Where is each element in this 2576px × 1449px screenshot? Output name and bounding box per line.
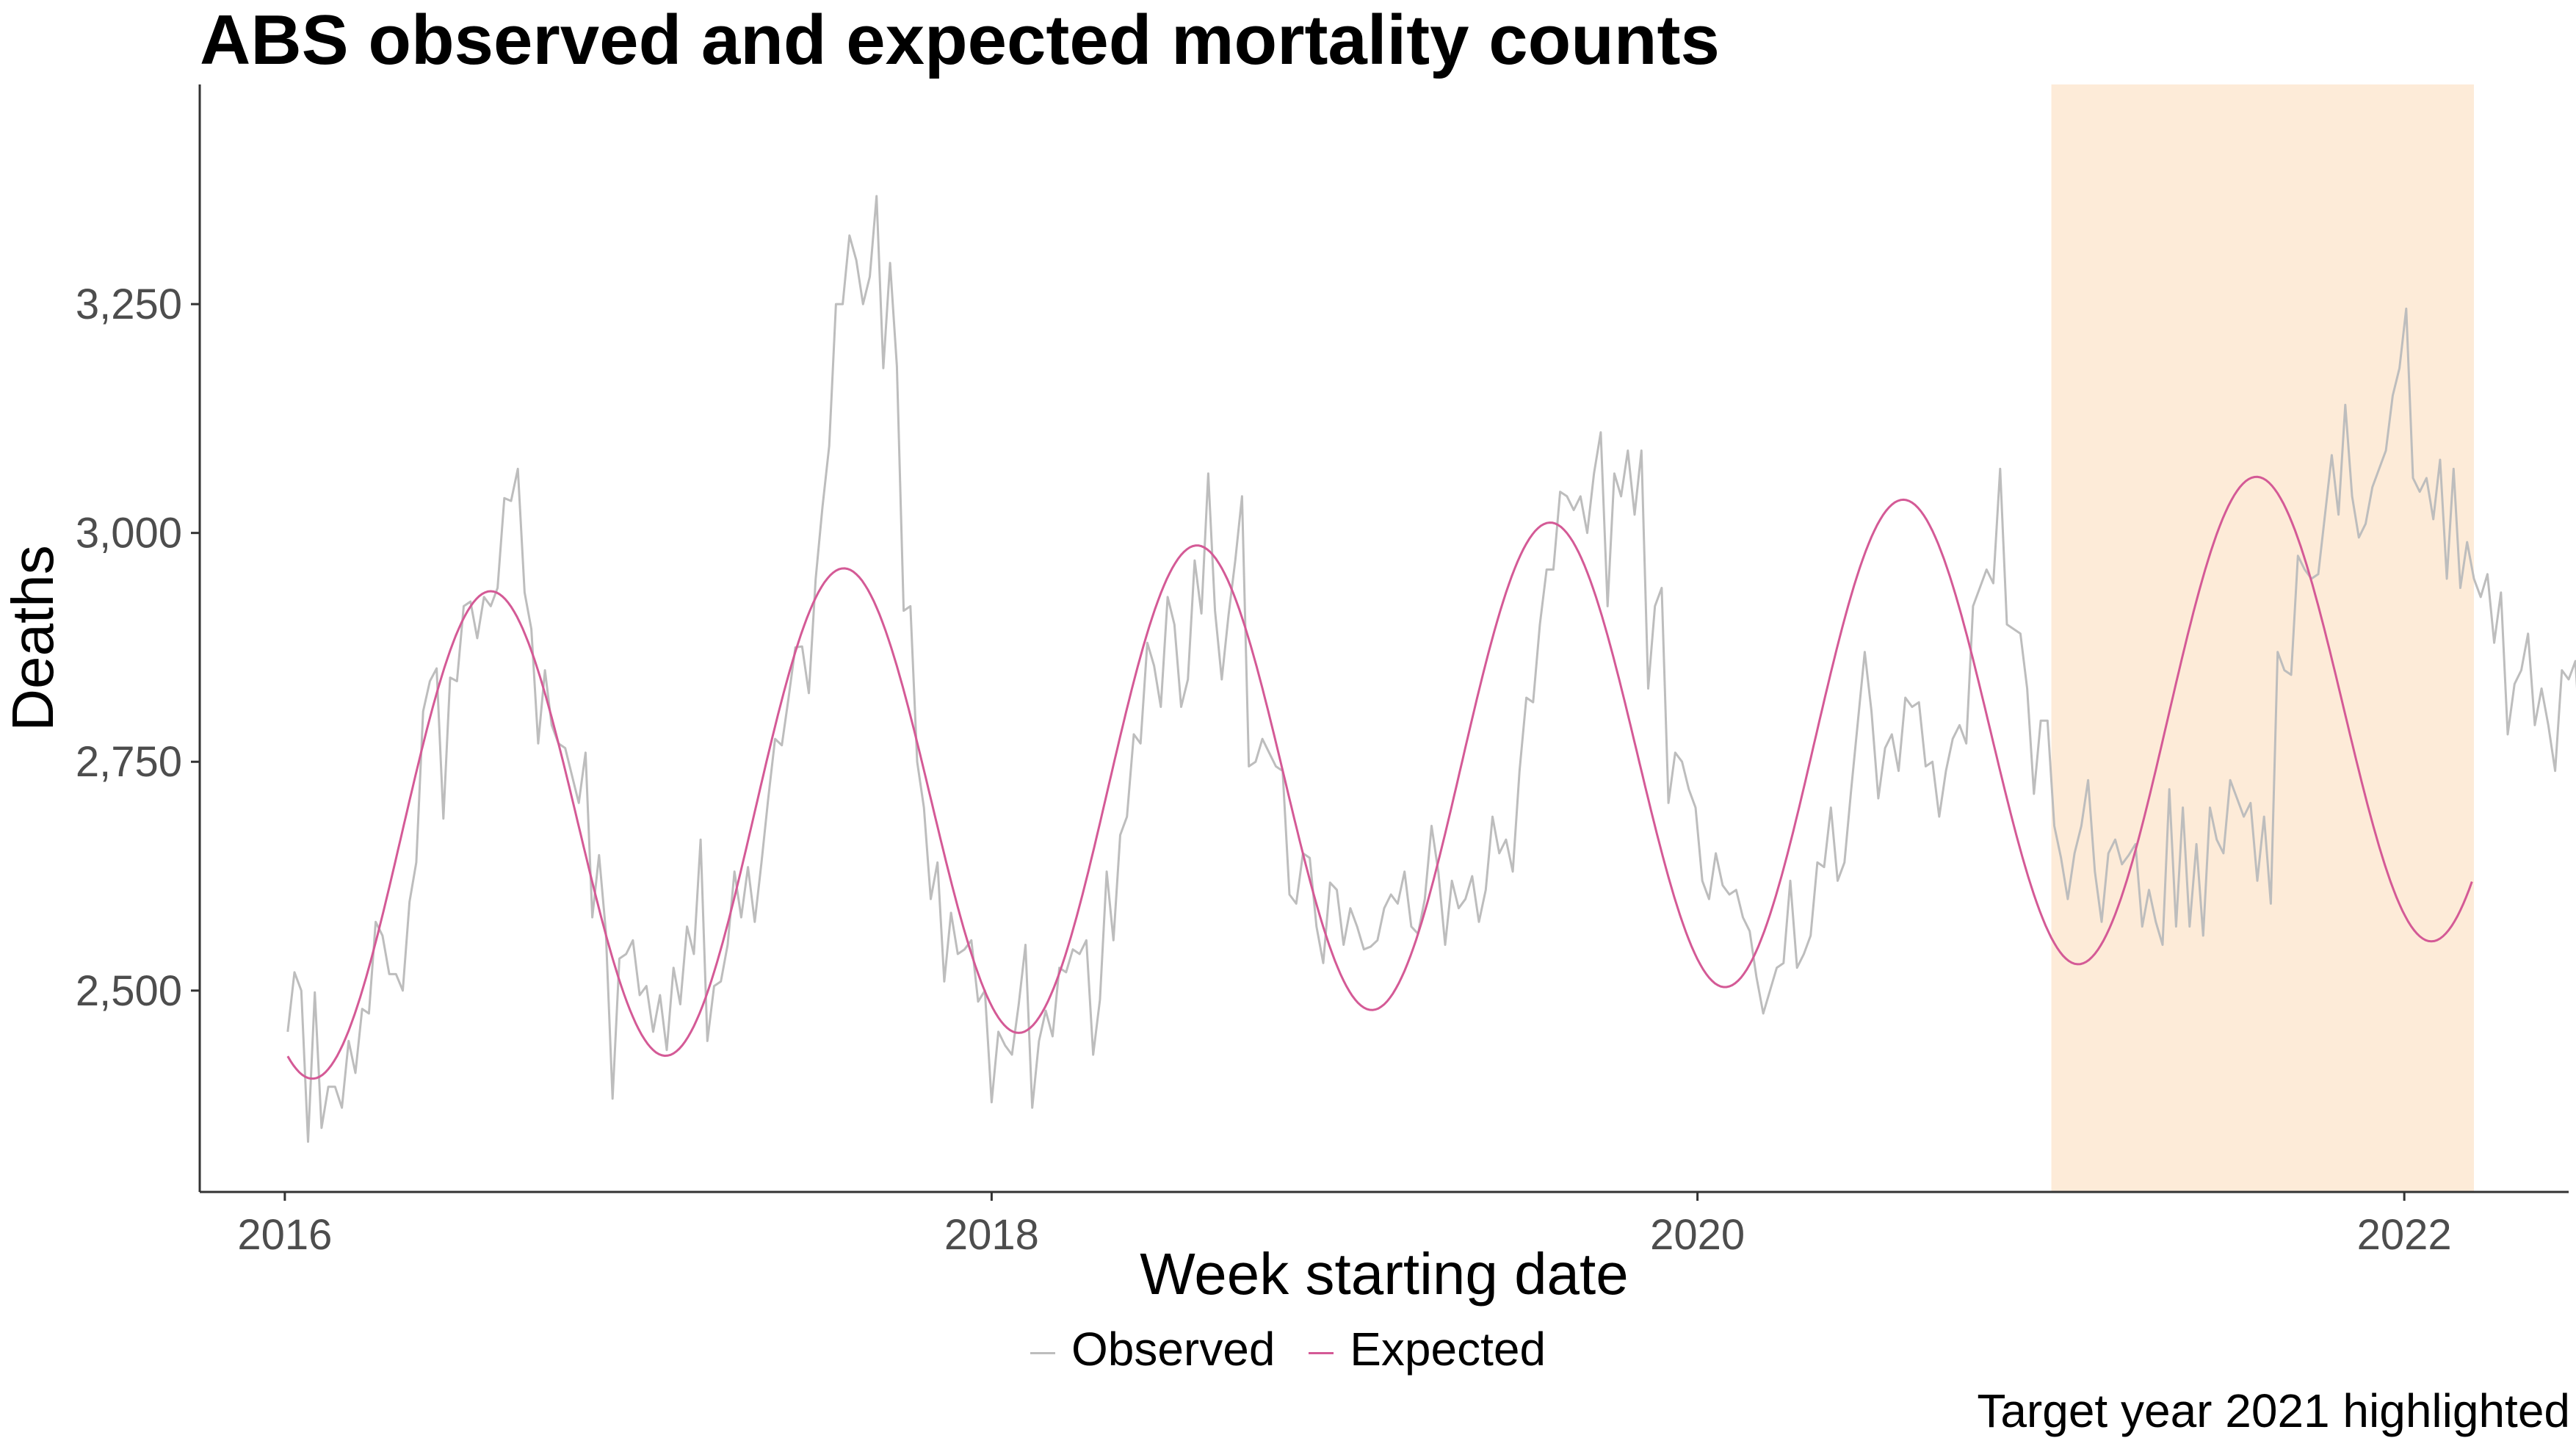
y-tick-label: 3,000 xyxy=(76,510,182,557)
chart-caption: Target year 2021 highlighted xyxy=(1977,1384,2570,1437)
y-axis-title: Deaths xyxy=(0,545,65,731)
legend-label-observed: Observed xyxy=(1071,1323,1276,1376)
x-tick-label: 2022 xyxy=(2357,1211,2452,1259)
y-ticks: 2,500 2,750 3,000 3,250 xyxy=(76,281,200,1015)
legend-item-expected: Expected xyxy=(1309,1322,1546,1376)
legend-key-observed xyxy=(1030,1351,1055,1354)
y-tick-label: 3,250 xyxy=(76,281,182,328)
legend-label-expected: Expected xyxy=(1350,1323,1546,1376)
x-axis-title: Week starting date xyxy=(1140,1241,1629,1307)
x-tick-label: 2016 xyxy=(237,1211,332,1259)
highlight-band-2021 xyxy=(2051,84,2474,1192)
legend-key-expected xyxy=(1309,1351,1334,1354)
legend-item-observed: Observed xyxy=(1030,1322,1275,1376)
series-line-expected xyxy=(286,475,2473,1080)
highlight-layer xyxy=(2051,84,2474,1192)
y-tick-label: 2,750 xyxy=(76,738,182,786)
x-ticks: 2016 2018 2020 2022 xyxy=(237,1192,2452,1259)
chart-title: ABS observed and expected mortality coun… xyxy=(200,1,1720,79)
series-line-observed xyxy=(286,195,2576,1143)
series-layer xyxy=(286,195,2576,1143)
x-tick-label: 2020 xyxy=(1650,1211,1745,1259)
legend: Observed Expected xyxy=(0,1322,2576,1376)
x-tick-label: 2018 xyxy=(944,1211,1039,1259)
y-tick-label: 2,500 xyxy=(76,967,182,1015)
